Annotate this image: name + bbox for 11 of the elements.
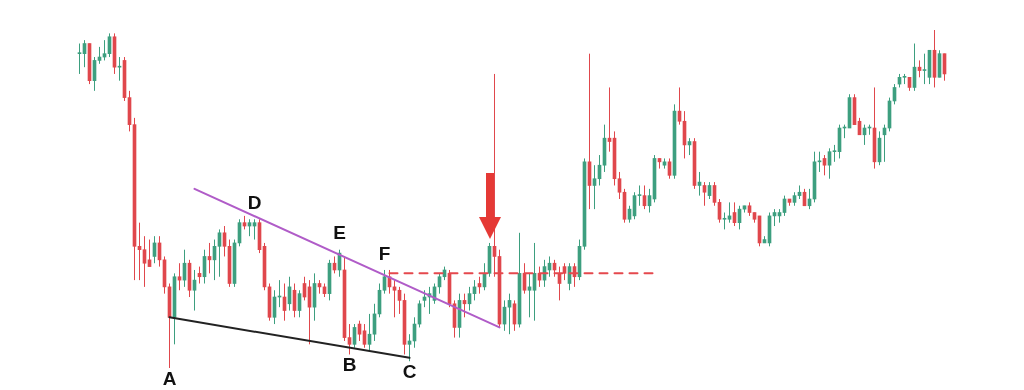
annotation: F xyxy=(378,242,391,264)
annotation: E xyxy=(333,222,346,244)
candlestick xyxy=(117,56,122,82)
annotation: A xyxy=(162,367,177,389)
candlestick xyxy=(637,184,642,207)
candlestick xyxy=(817,151,822,173)
candlestick xyxy=(922,53,927,85)
annotation: B xyxy=(342,354,357,376)
annotation: C xyxy=(402,360,417,382)
annotation: D xyxy=(247,192,262,214)
candlestick xyxy=(77,43,82,75)
